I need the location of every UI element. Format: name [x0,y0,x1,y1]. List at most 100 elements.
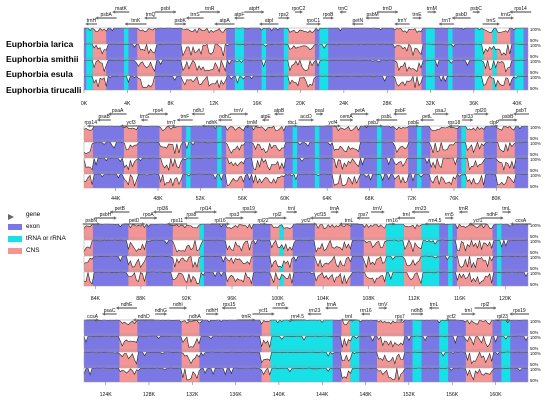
cns-region [363,224,386,286]
gene-label: clpP [489,120,499,126]
gene-label: ccsA [87,314,99,320]
identity-trace [83,255,529,269]
x-tick-label: 88K [136,296,146,302]
gene-arrowhead [252,318,256,322]
track-frame [83,367,529,383]
y-label-50: 50% [530,378,539,383]
gene-arrowhead [217,10,220,14]
gene-label: trnC [338,6,348,12]
rna-region [279,224,284,286]
cns-region [496,126,515,188]
x-tick-label: 4K [124,101,131,107]
gene-label: rps3 [230,212,240,218]
gene-label: trnS [190,12,200,18]
gene-arrowhead [142,222,145,226]
gene-label: trnV [234,108,244,114]
gene-arrowhead [510,222,514,226]
cns-region [159,126,182,188]
gene-arrowhead [153,210,156,214]
y-label-100: 100% [530,255,541,260]
gene-label: petN [353,18,364,24]
rna-region [425,28,435,90]
x-tick-label: 36K [469,101,479,107]
gene-label: rps8 [187,212,197,218]
x-tick-label: 112K [408,296,420,302]
gene-arrowhead [514,118,518,122]
gene-label: rps11 [171,218,183,224]
gene-label: rbcL [288,120,298,126]
gene-arrowhead [433,10,437,14]
gene-label: ndhD [138,314,150,320]
gene-arrowhead [261,10,264,14]
gene-arrowhead [477,10,480,14]
gene-label: rpoC2 [292,6,306,12]
y-label-100: 100% [530,319,541,324]
gene-label: psbN [85,218,97,224]
rna-region [461,126,466,188]
gene-arrowhead [339,10,343,14]
x-tick-label: 48K [153,196,163,202]
gene-label: rpoC1 [307,18,321,24]
gene-label: rps14 [84,120,97,126]
track-frame [83,239,529,255]
gene-arrowhead [394,22,398,26]
gene-label: psbA [100,12,112,18]
gene-label: ndhI [173,302,183,308]
identity-fill [84,44,528,56]
gene-arrowhead [469,222,472,226]
gene-label: psaJ [435,108,446,114]
rna-region [474,28,484,90]
gene-arrowhead [509,10,513,14]
rna-region [292,126,298,188]
y-label-100: 100% [530,335,541,340]
legend-exon: exon [8,223,40,231]
gene-label: trnR [242,314,252,320]
gene-arrowhead [325,306,329,310]
gene-label: trnL [345,218,354,224]
cns-region [92,28,107,90]
x-tick-label: 16K [253,101,263,107]
cns-region [84,126,93,188]
gene-arrowhead [274,112,278,116]
gene-label: trnT [167,120,176,126]
gene-arrowhead [164,312,167,316]
gene-arrowhead [283,216,287,220]
x-tick-label: 108K [363,296,376,302]
legend-rna: tRNA or rRNA [8,235,66,243]
gene-arrowhead [513,112,517,116]
rna-region [199,224,204,286]
x-tick-label: 8K [167,101,174,107]
gene-label: ycf15 [314,212,326,218]
track-frame [83,59,529,75]
y-label-100: 100% [530,223,541,228]
gene-label: psbK [174,18,186,24]
x-tick-label: 56K [238,196,248,202]
x-tick-label: 92K [182,296,192,302]
identity-fill [84,240,528,252]
gene-label: atpF [234,12,244,18]
rna-swatch [8,236,22,243]
rna-region [492,28,497,90]
gene-label: trnI [403,212,410,218]
cns-swatch [8,248,22,255]
gene-arrowhead [397,216,400,220]
gene-label: trnK [131,18,141,24]
gene-label: petL [422,114,432,120]
gene-label: ycf3 [127,120,136,126]
gene-label: trnG [501,12,511,18]
gene-arrowhead [365,112,369,116]
gene-label: psbJ [368,120,379,126]
rna-region [217,126,222,188]
gene-arrowhead [97,118,101,122]
gene-arrowhead [184,216,187,220]
gene-arrowhead [493,306,497,310]
gene-arrowhead [509,312,513,316]
gene-label: trnI [345,314,352,320]
x-tick-label: 120K [499,296,512,302]
gene-label: trnV [373,206,383,212]
x-tick-label: 24K [339,101,349,107]
cns-region [394,126,409,188]
gene-arrowhead [352,22,355,26]
gene-arrowhead [411,210,415,214]
y-label-100: 100% [530,75,541,80]
